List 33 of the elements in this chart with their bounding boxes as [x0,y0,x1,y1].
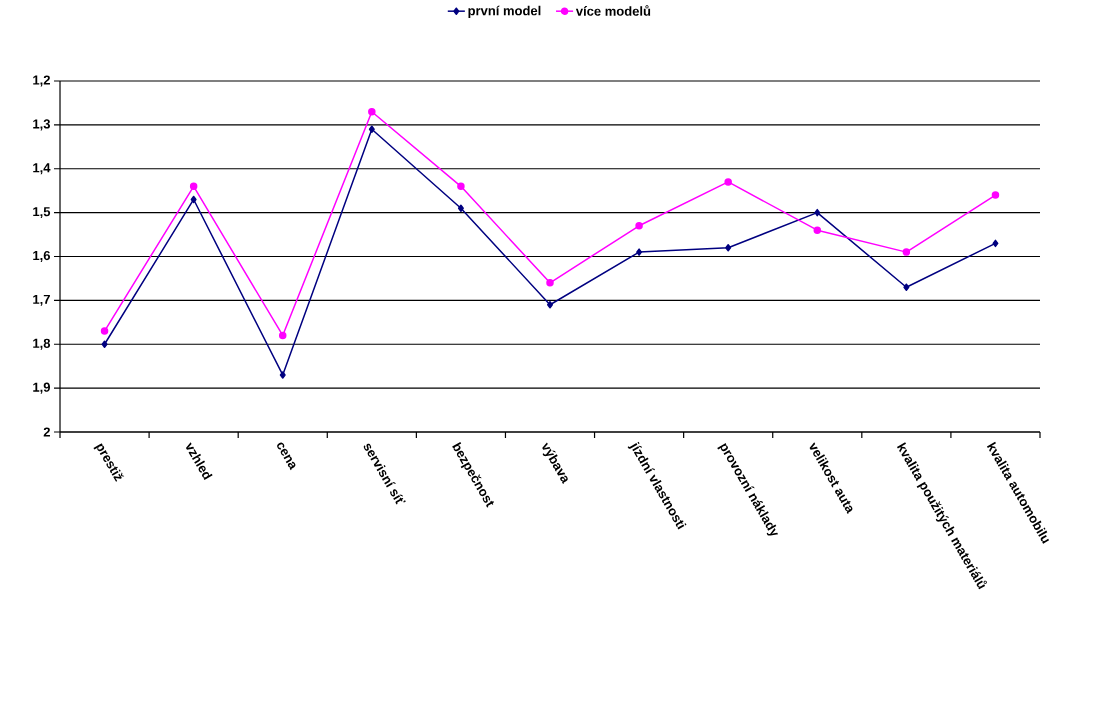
point [725,243,732,252]
legend-label: první model [468,5,541,18]
point [101,340,108,348]
point [278,331,287,340]
legend-label: více modelů [575,5,651,16]
y-tick-label: 1,6 [33,250,51,263]
point [636,248,643,256]
y-tick-label: 1,8 [33,338,51,350]
point [813,226,822,234]
point [368,107,376,116]
y-tick-label: 1,4 [33,163,51,175]
y-tick-label: 1,2 [33,75,50,87]
point [902,248,911,256]
y-tick-label: 1,7 [33,294,50,306]
point [190,195,197,204]
point [279,371,286,379]
y-tick-label: 1,3 [33,119,51,131]
point [635,222,643,230]
point [547,301,553,309]
point [724,178,732,186]
point [992,239,999,248]
point [903,283,910,291]
point [457,204,464,212]
point [100,327,109,335]
point [457,182,465,191]
point [189,182,198,191]
point [546,279,554,287]
point [814,208,821,217]
y-tick-label: 1,9 [33,382,50,394]
y-tick-label: 1,5 [33,207,51,219]
y-tick-label: 2 [43,427,50,437]
point [991,191,1000,199]
point [368,125,375,134]
